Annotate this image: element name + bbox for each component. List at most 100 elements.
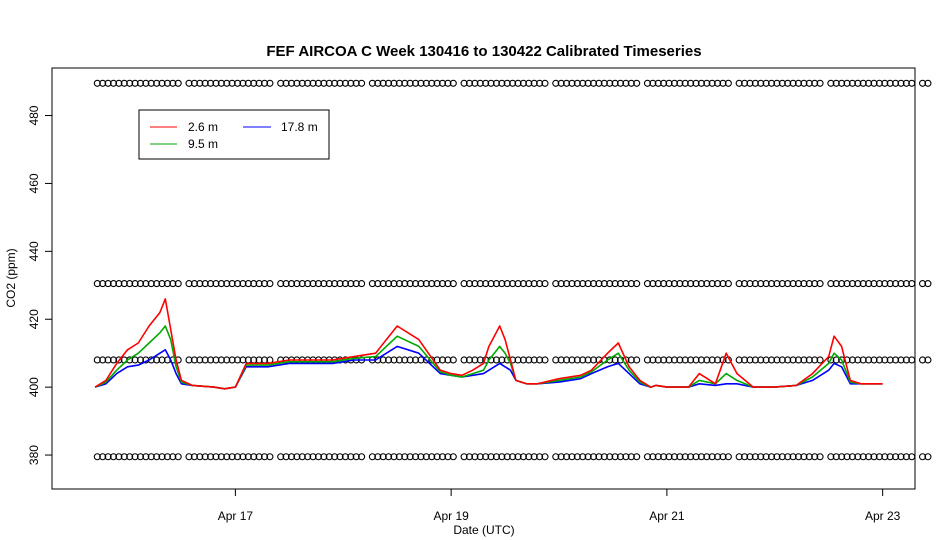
calibration-point: [503, 280, 511, 288]
x-axis: Apr 17 Apr 19 Apr 21 Apr 23: [218, 488, 901, 523]
calibration-point: [762, 453, 770, 461]
calibration-point: [563, 453, 571, 461]
calibration-point: [902, 280, 910, 288]
calibration-point: [390, 280, 398, 288]
calibration-point: [368, 453, 376, 461]
calibration-point: [557, 280, 565, 288]
calibration-point: [93, 453, 101, 461]
calibration-point: [784, 280, 792, 288]
calibration-point: [660, 79, 668, 87]
calibration-point: [611, 356, 619, 364]
calibration-point: [746, 280, 754, 288]
calibration-markers: [93, 79, 932, 461]
calibration-point: [99, 79, 107, 87]
calibration-point: [811, 280, 819, 288]
calibration-point: [660, 453, 668, 461]
calibration-point: [525, 280, 533, 288]
calibration-point: [433, 356, 441, 364]
calibration-point: [395, 356, 403, 364]
calibration-point: [611, 453, 619, 461]
calibration-point: [568, 280, 576, 288]
calibration-point: [260, 280, 269, 288]
calibration-point: [552, 79, 560, 87]
calibration-point: [104, 280, 112, 288]
calibration-point: [687, 280, 695, 288]
calibration-point: [552, 356, 560, 364]
y-axis: 380 400 420 440 460 480: [27, 105, 53, 465]
legend-label-17-8m: 17.8 m: [281, 120, 318, 134]
calibration-point: [482, 79, 490, 87]
calibration-point: [789, 280, 797, 288]
calibration-point: [492, 280, 500, 288]
calibration-point: [341, 280, 349, 288]
calibration-point: [881, 280, 889, 288]
calibration-point: [390, 79, 398, 87]
calibration-point: [120, 280, 128, 288]
calibration-point: [816, 356, 824, 364]
calibration-point: [719, 280, 727, 288]
calibration-point: [99, 356, 107, 364]
calibration-point: [109, 453, 118, 461]
calibration-point: [870, 79, 878, 87]
calibration-point: [460, 79, 468, 87]
calibration-point: [411, 453, 420, 461]
calibration-point: [239, 79, 247, 87]
calibration-point: [266, 453, 274, 461]
calibration-point: [552, 280, 560, 288]
calibration-point: [401, 79, 409, 87]
calibration-point: [471, 79, 479, 87]
calibration-point: [724, 79, 732, 87]
calibration-point: [368, 280, 376, 288]
calibration-point: [757, 453, 765, 461]
calibration-point: [670, 453, 678, 461]
calibration-point: [794, 79, 803, 87]
calibration-point: [924, 356, 932, 364]
calibration-point: [185, 280, 193, 288]
calibration-point: [174, 280, 182, 288]
calibration-point: [233, 453, 242, 461]
calibration-point: [919, 79, 927, 87]
calibration-point: [228, 453, 236, 461]
calibration-point: [579, 280, 587, 288]
calibration-point: [654, 453, 662, 461]
calibration-point: [417, 280, 425, 288]
calibration-point: [476, 79, 484, 87]
calibration-point: [859, 280, 867, 288]
calibration-point: [703, 79, 711, 87]
calibration-point: [665, 280, 673, 288]
calibration-point: [606, 79, 614, 87]
calibration-point: [514, 280, 522, 288]
calibration-point: [676, 453, 684, 461]
calibration-point: [741, 356, 749, 364]
calibration-point: [347, 453, 355, 461]
calibration-point: [832, 356, 840, 364]
calibration-point: [519, 453, 527, 461]
calibration-point: [250, 453, 258, 461]
calibration-point: [196, 356, 204, 364]
calibration-point: [627, 79, 635, 87]
calibration-point: [379, 453, 387, 461]
calibration-point: [611, 280, 619, 288]
calibration-point: [233, 356, 242, 364]
calibration-point: [530, 280, 538, 288]
calibration-point: [870, 280, 878, 288]
calibration-point: [196, 453, 204, 461]
calibration-point: [255, 79, 263, 87]
calibration-point: [767, 453, 776, 461]
x-tick-label: Apr 21: [649, 509, 685, 523]
calibration-point: [746, 356, 754, 364]
calibration-point: [773, 79, 781, 87]
calibration-point: [897, 79, 905, 87]
calibration-point: [260, 453, 269, 461]
calibration-point: [109, 356, 118, 364]
calibration-point: [908, 280, 916, 288]
calibration-point: [438, 356, 447, 364]
calibration-point: [325, 453, 333, 461]
calibration-point: [336, 79, 344, 87]
calibration-point: [406, 453, 414, 461]
calibration-point: [217, 280, 225, 288]
calibration-point: [751, 356, 759, 364]
calibration-point: [584, 453, 592, 461]
calibration-point: [390, 356, 398, 364]
